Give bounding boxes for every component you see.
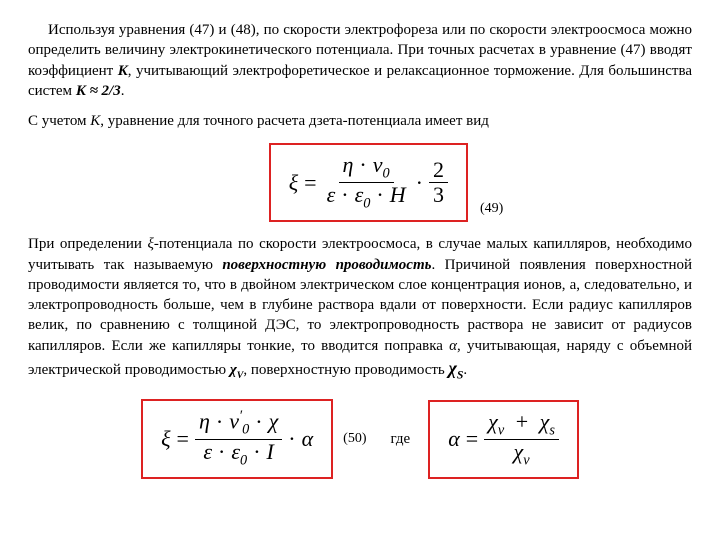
equation-50-row: ξ = η·ν′0·χ ε·ε0·I · α (50) где α = χv +…	[28, 399, 692, 479]
surface-conductivity: поверхностную проводимость	[222, 257, 431, 273]
frac-2: 2 3	[429, 158, 448, 207]
text: , поверхностную проводимость	[243, 362, 448, 378]
alpha: α	[302, 424, 314, 454]
paragraph-2: С учетом K, уравнение для точного расчет…	[28, 111, 692, 131]
eq: =	[298, 168, 322, 198]
frac-4: χv + χs χv	[484, 410, 559, 469]
frac-1: η·ν0 ε·ε0·H	[323, 153, 410, 212]
text: .	[463, 362, 467, 378]
equation-49-row: ξ = η·ν0 ε·ε0·H · 2 3 (49)	[28, 143, 692, 222]
dot: ·	[410, 168, 429, 198]
xi: ξ	[289, 168, 298, 198]
sym-K23: K ≈ 2/3	[76, 83, 121, 99]
eq: =	[171, 424, 195, 454]
sym-K: K	[90, 113, 100, 129]
equation-50-box: ξ = η·ν′0·χ ε·ε0·I · α	[141, 399, 333, 479]
text: С учетом	[28, 113, 90, 129]
equation-alpha-box: α = χv + χs χv	[428, 400, 579, 479]
eq: =	[460, 424, 484, 454]
dot: ·	[282, 424, 301, 454]
equation-49-box: ξ = η·ν0 ε·ε0·H · 2 3	[269, 143, 468, 222]
xi: ξ	[161, 424, 170, 454]
sym-K: K	[118, 63, 128, 79]
chi-s: χS	[449, 358, 464, 378]
where-text: где	[372, 429, 428, 449]
alpha: α	[448, 424, 460, 454]
paragraph-3: При определении ξ-потенциала по скорости…	[28, 234, 692, 383]
text: , уравнение для точного расчета дзета-по…	[100, 113, 489, 129]
alpha: α	[449, 338, 457, 354]
frac-3: η·ν′0·χ ε·ε0·I	[195, 409, 282, 469]
paragraph-1: Используя уравнения (47) и (48), по скор…	[28, 20, 692, 101]
text: , учитывающий электрофоретическое и рела…	[28, 63, 692, 99]
text: При определении	[28, 236, 147, 252]
text: .	[121, 83, 125, 99]
eq-50-label: (50)	[343, 430, 366, 449]
eq-49-label: (49)	[480, 200, 503, 219]
chi-v: χV	[230, 362, 244, 378]
